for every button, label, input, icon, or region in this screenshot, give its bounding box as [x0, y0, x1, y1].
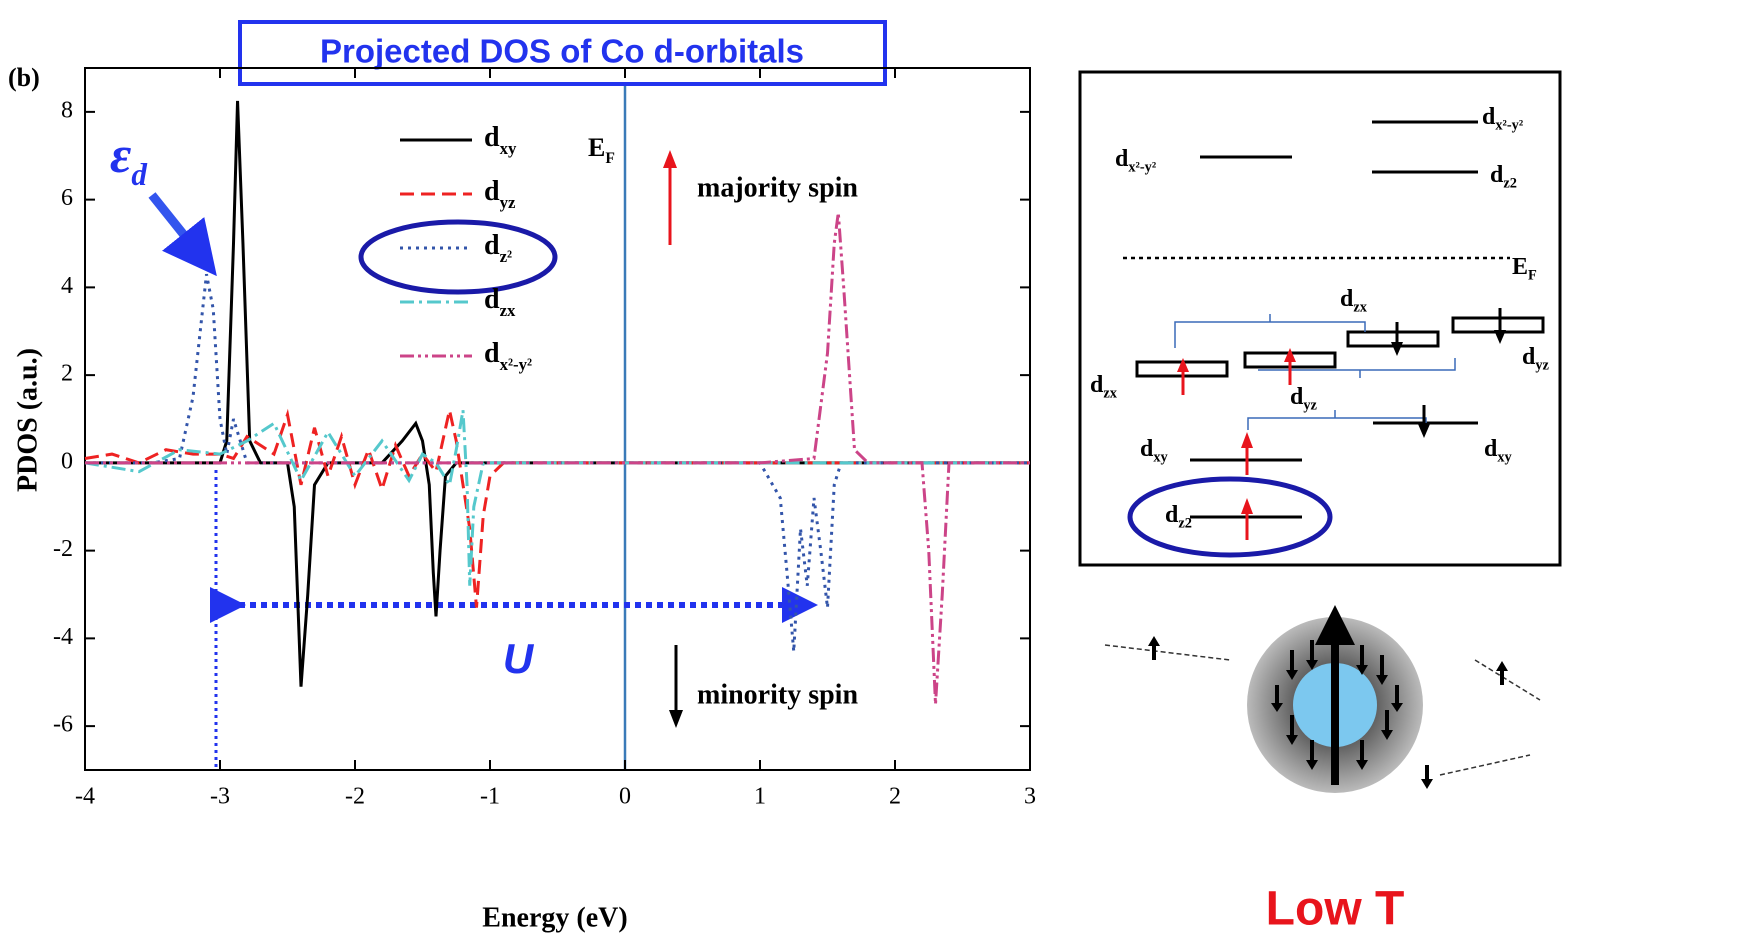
pdos-line: [85, 273, 1030, 652]
caption: Low T: [1266, 883, 1405, 936]
up-arrow-head: [663, 150, 677, 168]
impurity-spin-head: [1315, 605, 1355, 645]
levels: [1123, 120, 1545, 519]
x-tick-label: 2: [889, 784, 901, 810]
legend-highlight: [358, 219, 558, 295]
pdos-line: [84, 409, 1030, 586]
orbital-label: dyz: [1522, 344, 1550, 374]
legend-label: dyz: [484, 176, 516, 211]
y-tick-label: -6: [53, 712, 73, 738]
x-axis-label: Energy (eV): [482, 902, 627, 933]
down-arrow-head: [669, 710, 683, 728]
orbital-label: dx²-y²: [1115, 146, 1156, 176]
y-tick-label: 2: [61, 361, 73, 387]
x-tick-label: -3: [210, 784, 230, 810]
y-tick-label: -2: [53, 536, 73, 562]
legend-label: dx²-y²: [484, 338, 532, 373]
y-tick-label: 0: [61, 448, 73, 474]
level-label: εd: [110, 127, 147, 192]
down-spins: [1391, 308, 1506, 438]
orbital-label: dx²-y²: [1482, 104, 1523, 134]
legend-label: dxy: [484, 122, 517, 157]
y-tick-label: -4: [53, 624, 73, 650]
free-electrons: [1104, 644, 1541, 776]
orbital-label: dxy: [1484, 436, 1513, 466]
orbital-label: dz2: [1165, 502, 1192, 532]
orbital-label: dz2: [1490, 162, 1517, 192]
pdos-line: [85, 212, 1030, 705]
y-tick-label: 6: [61, 185, 73, 211]
panel-label: (b): [8, 63, 40, 92]
x-tick-label: 3: [1024, 784, 1036, 810]
legend-label: dzx: [484, 284, 516, 319]
majority-label: majority spin: [697, 172, 858, 203]
pdos-line: [85, 100, 1030, 687]
legend-label: dz²: [484, 230, 512, 265]
fermi-label: EF: [588, 133, 615, 167]
x-tick-label: -4: [75, 784, 95, 810]
orbital-label: dzx: [1090, 372, 1118, 402]
diagram-box: [1078, 70, 1562, 567]
orbital-label: dxy: [1140, 436, 1169, 466]
orbital-label: dzx: [1340, 286, 1368, 316]
x-tick-label: 0: [619, 784, 631, 810]
pdos-line: [84, 408, 1030, 608]
minority-label: minority spin: [697, 679, 858, 710]
hubbard-label: U: [503, 635, 535, 682]
orbital-label: EF: [1512, 254, 1537, 284]
dz2-highlight: [1127, 476, 1333, 558]
chart-title: Projected DOS of Co d-orbitals: [320, 33, 804, 70]
x-tick-label: -2: [345, 784, 365, 810]
x-tick-label: -1: [480, 784, 500, 810]
up-spins: [1177, 348, 1296, 540]
level-arrow: [148, 192, 217, 277]
y-tick-label: 4: [61, 273, 73, 299]
plot-frame: [84, 67, 1031, 771]
orbital-label: dyz: [1290, 384, 1318, 414]
y-tick-label: 8: [61, 97, 73, 123]
title-box: [238, 20, 887, 86]
x-tick-label: 1: [754, 784, 766, 810]
braces: [1174, 314, 1456, 430]
y-axis-label: PDOS (a.u.): [12, 348, 43, 492]
